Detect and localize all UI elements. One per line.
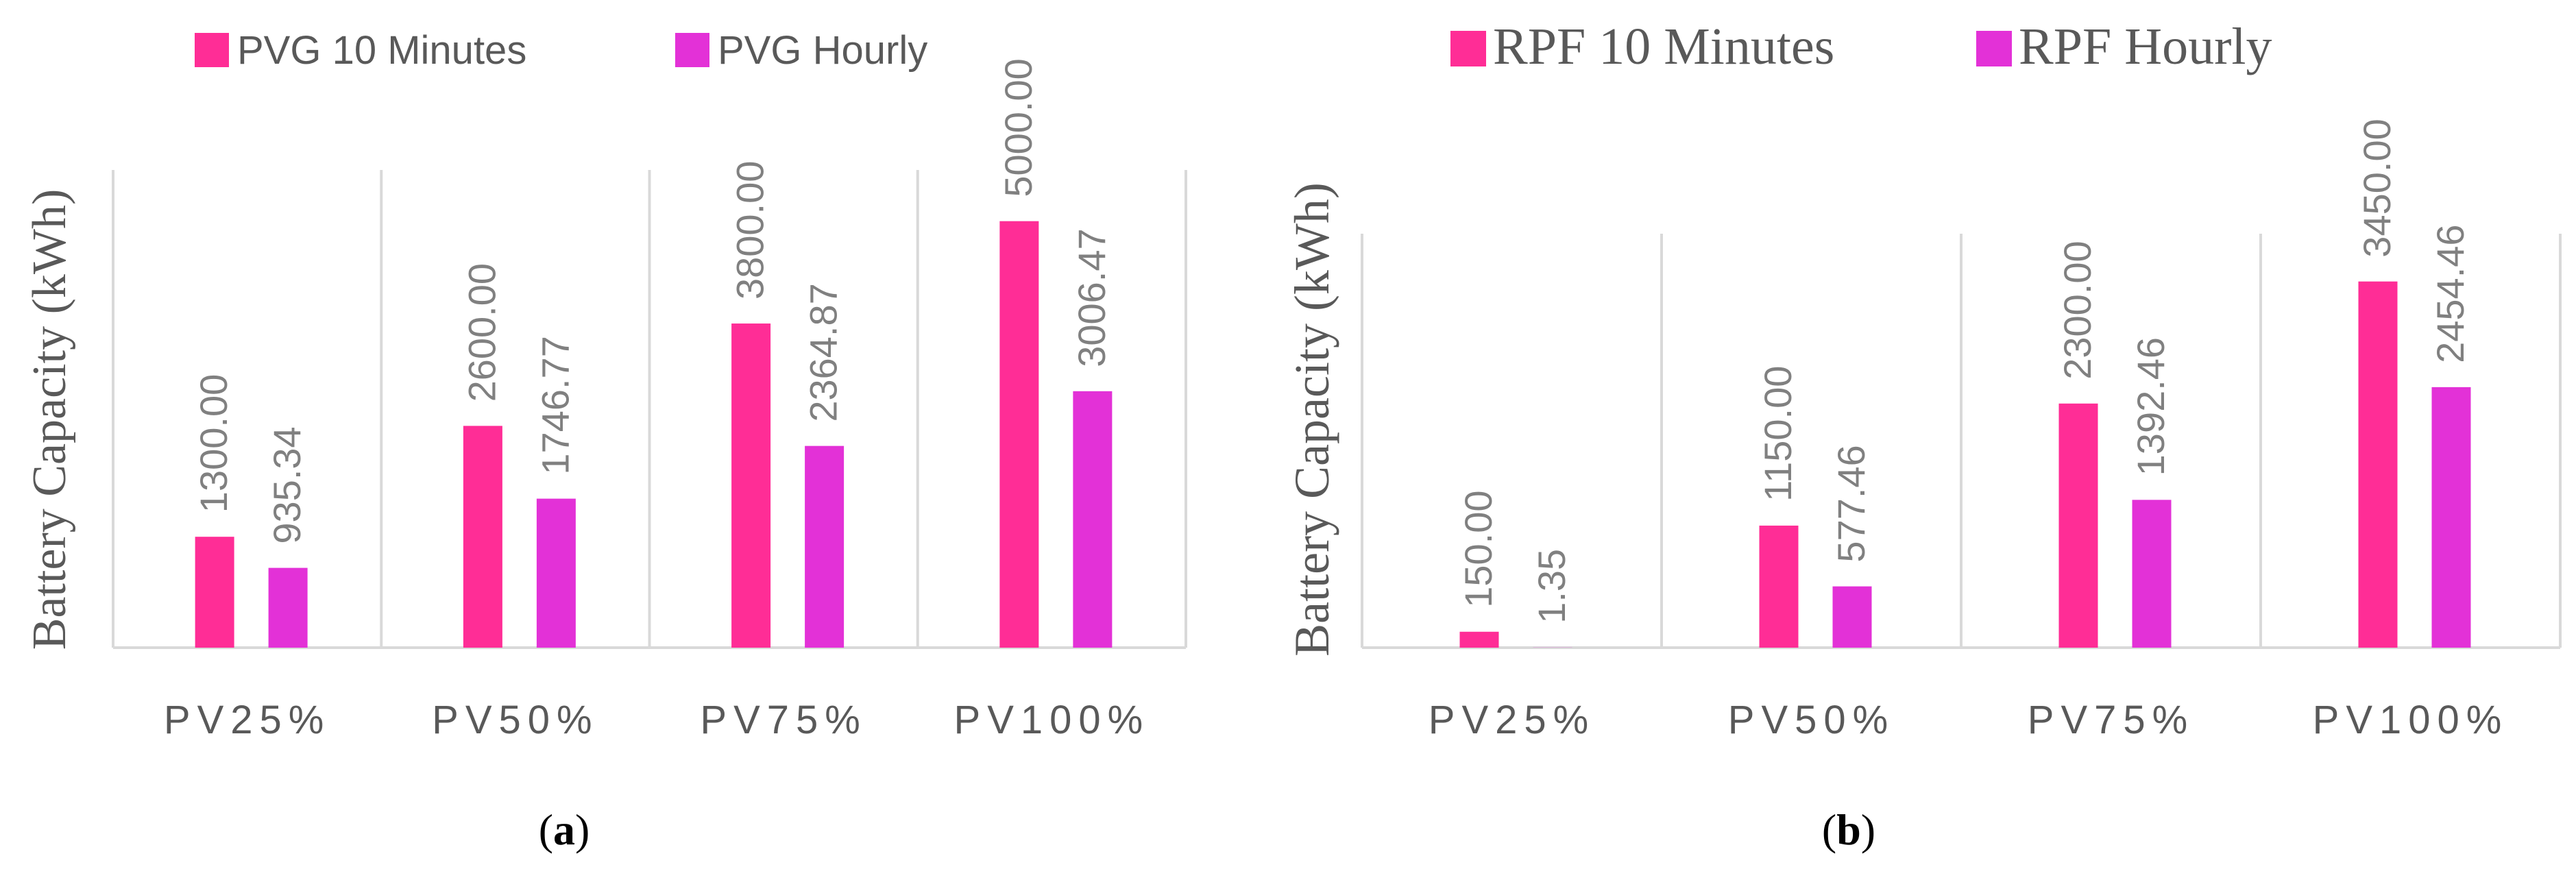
category-label: PV25% <box>164 698 330 742</box>
data-label: 3450.00 <box>2355 119 2398 257</box>
bar-ten-minutes <box>1459 631 1499 648</box>
legend-label: PVG Hourly <box>718 28 927 73</box>
data-label: 1.35 <box>1530 549 1573 624</box>
bar-hourly <box>536 498 576 648</box>
data-label: 2300.00 <box>2056 241 2099 379</box>
category-label: PV50% <box>432 698 598 742</box>
caption-open: ( <box>539 805 553 854</box>
figure-caption: (b) <box>1822 805 1875 854</box>
caption-letter: a <box>553 805 575 854</box>
legend-swatch <box>195 33 229 67</box>
bar-ten-minutes <box>2358 281 2398 648</box>
category-label: PV50% <box>1728 698 1895 742</box>
bar-hourly <box>1832 586 1872 648</box>
category-label: PV25% <box>1429 698 1595 742</box>
caption-close: ) <box>1861 805 1875 854</box>
bar-hourly <box>805 445 845 648</box>
category-label: PV75% <box>700 698 866 742</box>
bar-hourly <box>2431 387 2471 648</box>
figure-caption: (a) <box>539 805 590 854</box>
legend-swatch <box>1450 31 1486 66</box>
category-label: PV100% <box>954 698 1150 742</box>
bar-hourly <box>2132 500 2172 648</box>
caption-open: ( <box>1822 805 1836 854</box>
bar-hourly <box>1073 391 1113 648</box>
bar-ten-minutes <box>2058 403 2098 648</box>
legend-label: PVG 10 Minutes <box>237 28 526 73</box>
bar-ten-minutes <box>999 221 1039 648</box>
y-axis-label: Battery Capacity (kWh) <box>1285 182 1339 657</box>
data-label: 935.34 <box>265 426 308 543</box>
data-label: 1300.00 <box>192 374 235 513</box>
bar-ten-minutes <box>1759 525 1799 648</box>
legend-label: RPF Hourly <box>2019 18 2272 75</box>
chart-panel-a: PVG 10 Minutes PVG Hourly Battery Capacity… <box>23 28 1187 854</box>
data-label: 1392.46 <box>2129 337 2172 476</box>
category-label: PV100% <box>2313 698 2509 742</box>
category-label: PV75% <box>2028 698 2194 742</box>
bar-ten-minutes <box>731 323 771 648</box>
data-label: 3800.00 <box>729 161 772 300</box>
data-label: 3006.47 <box>1070 228 1113 367</box>
data-label: 2600.00 <box>460 263 503 402</box>
legend-swatch <box>1976 31 2012 66</box>
data-label: 2454.46 <box>2429 224 2472 363</box>
data-label: 2364.87 <box>802 283 845 421</box>
bar-ten-minutes <box>195 537 234 648</box>
caption-letter: b <box>1836 805 1861 854</box>
data-label: 5000.00 <box>997 58 1040 197</box>
data-label: 1150.00 <box>1756 366 1799 502</box>
caption-close: ) <box>575 805 590 854</box>
chart-panel-b: RPF 10 Minutes RPF Hourly Battery Capacity… <box>1285 18 2562 854</box>
data-label: 150.00 <box>1457 490 1500 607</box>
bar-ten-minutes <box>463 426 502 648</box>
y-axis-label: Battery Capacity (kWh) <box>23 189 76 650</box>
data-label: 577.46 <box>1830 445 1873 562</box>
legend-swatch <box>675 33 709 67</box>
bar-hourly <box>268 567 308 648</box>
legend-label: RPF 10 Minutes <box>1493 18 1834 75</box>
data-label: 1746.77 <box>533 336 576 474</box>
